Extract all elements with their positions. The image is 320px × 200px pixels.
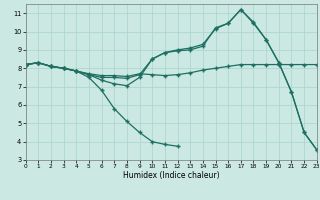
X-axis label: Humidex (Indice chaleur): Humidex (Indice chaleur) <box>123 171 220 180</box>
